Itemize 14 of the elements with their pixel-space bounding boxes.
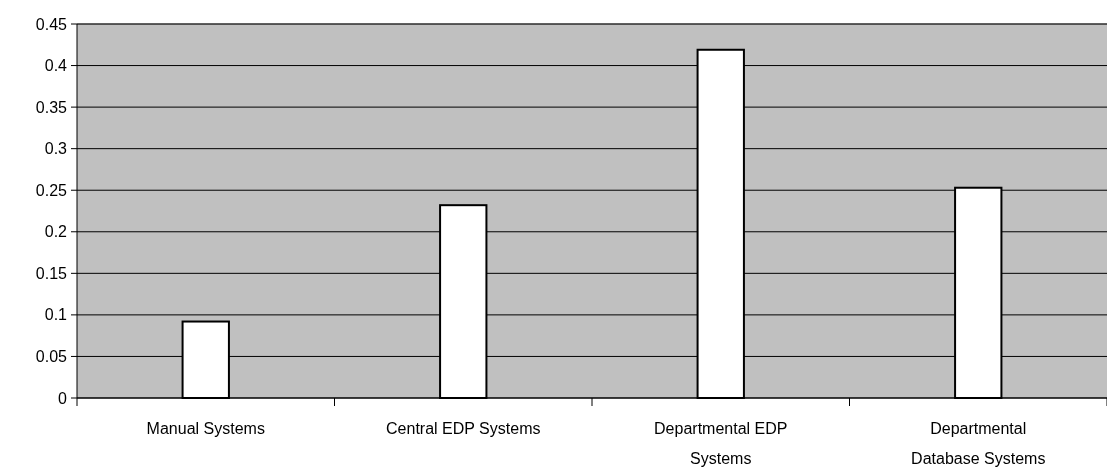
y-tick-label: 0 (58, 389, 68, 407)
y-tick-label: 0.15 (35, 264, 68, 282)
x-tick-label: Central EDP Systems (386, 420, 541, 437)
y-tick-label: 0.35 (35, 98, 68, 116)
x-tick-label: Manual Systems (146, 420, 265, 437)
x-tick-label: Departmental Database Systems (911, 420, 1046, 467)
y-tick-label: 0.1 (44, 306, 68, 324)
y-tick-label: 0.25 (35, 181, 68, 199)
y-tick-label: 0.3 (44, 140, 68, 158)
x-tick-label: Departmental EDP Systems (654, 420, 788, 467)
y-tick-label: 0.2 (44, 223, 68, 241)
y-tick-label: 0.45 (35, 15, 68, 33)
y-tick-label: 0.4 (44, 57, 68, 75)
y-tick-label: 0.05 (35, 348, 68, 366)
